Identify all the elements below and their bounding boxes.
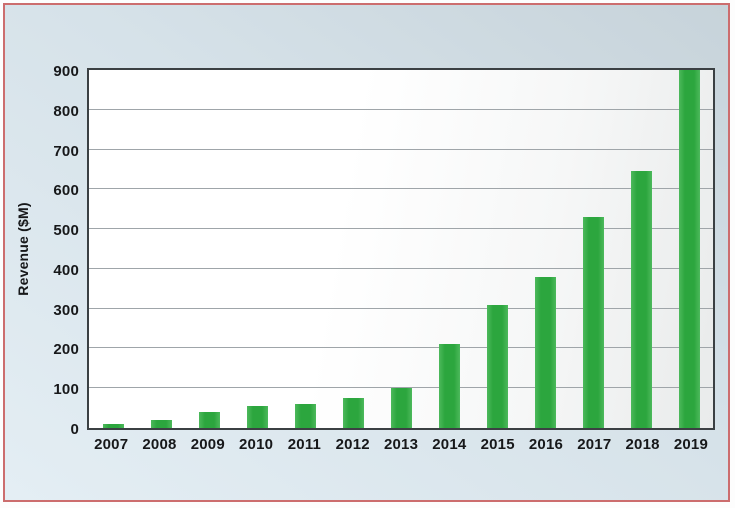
- bar-2018: [630, 171, 652, 428]
- y-tick-label-0: 0: [70, 421, 79, 438]
- x-tick-label-2010: 2010: [239, 436, 274, 453]
- bar-slot-2007: [89, 70, 137, 428]
- bar-2013: [390, 388, 412, 428]
- bar-slot-2011: [281, 70, 329, 428]
- x-tick-label-2007: 2007: [94, 436, 129, 453]
- bar-2011: [294, 404, 316, 428]
- y-tick-label-600: 600: [53, 182, 79, 200]
- bar-slot-2008: [137, 70, 185, 428]
- gridline-800: [89, 108, 713, 110]
- y-tick-label-100: 100: [53, 381, 79, 399]
- x-tick-label-2019: 2019: [673, 436, 708, 453]
- gridline-400: [89, 267, 713, 269]
- y-tick-label-200: 200: [53, 341, 79, 359]
- bar-2009: [198, 412, 220, 428]
- bar-slot-2017: [569, 70, 617, 428]
- y-tick-label-900: 900: [53, 63, 79, 80]
- y-tick-label-300: 300: [53, 301, 79, 319]
- bar-2012: [342, 398, 364, 428]
- gridline-500: [89, 228, 713, 230]
- bar-2019: [678, 70, 700, 428]
- x-tick-label-2014: 2014: [432, 436, 467, 453]
- bar-slot-2010: [233, 70, 281, 428]
- bar-slot-2016: [521, 70, 569, 428]
- y-tick-label-500: 500: [53, 222, 79, 240]
- x-tick-label-2015: 2015: [480, 436, 515, 453]
- y-axis-tick-labels: 0 100 200 300 400 500 600 700 800 900: [5, 63, 79, 438]
- bar-2017: [582, 217, 604, 428]
- y-tick-label-700: 700: [53, 142, 79, 160]
- x-axis-tick-labels: 2007 2008 2009 2010 2011 2012 2013 2014 2015 2016…: [87, 436, 715, 453]
- y-tick-label-800: 800: [53, 102, 79, 120]
- x-tick-label-2009: 2009: [190, 436, 225, 453]
- bar-2008: [150, 420, 172, 428]
- bar-slot-2012: [329, 70, 377, 428]
- bar-slot-2018: [617, 70, 665, 428]
- x-tick-label-2013: 2013: [383, 436, 419, 453]
- bar-slot-2019: [665, 70, 713, 428]
- x-tick-label-2008: 2008: [142, 436, 177, 453]
- bar-slot-2009: [185, 70, 233, 428]
- bar-slot-2014: [425, 70, 473, 428]
- bar-2014: [438, 344, 460, 428]
- bar-2007: [102, 424, 124, 428]
- bar-2016: [534, 276, 556, 428]
- chart-frame: Revenue ($M) 0 100 200 300 400 500 600 700 800 90…: [3, 3, 730, 502]
- x-tick-label-2016: 2016: [528, 436, 564, 453]
- gridline-100: [89, 387, 713, 389]
- bar-slot-2013: [377, 70, 425, 428]
- x-tick-label-2012: 2012: [335, 436, 370, 453]
- plot-area: [87, 68, 715, 430]
- x-tick-label-2011: 2011: [287, 436, 322, 453]
- bars-layer: [89, 70, 713, 428]
- x-tick-label-2018: 2018: [625, 436, 660, 453]
- gridline-200: [89, 347, 713, 349]
- x-tick-label-2017: 2017: [577, 436, 612, 453]
- gridline-700: [89, 148, 713, 150]
- bar-2015: [486, 304, 508, 428]
- y-tick-label-400: 400: [53, 261, 79, 279]
- bar-2010: [246, 406, 268, 428]
- gridline-600: [89, 188, 713, 190]
- gridline-300: [89, 307, 713, 309]
- bar-slot-2015: [473, 70, 521, 428]
